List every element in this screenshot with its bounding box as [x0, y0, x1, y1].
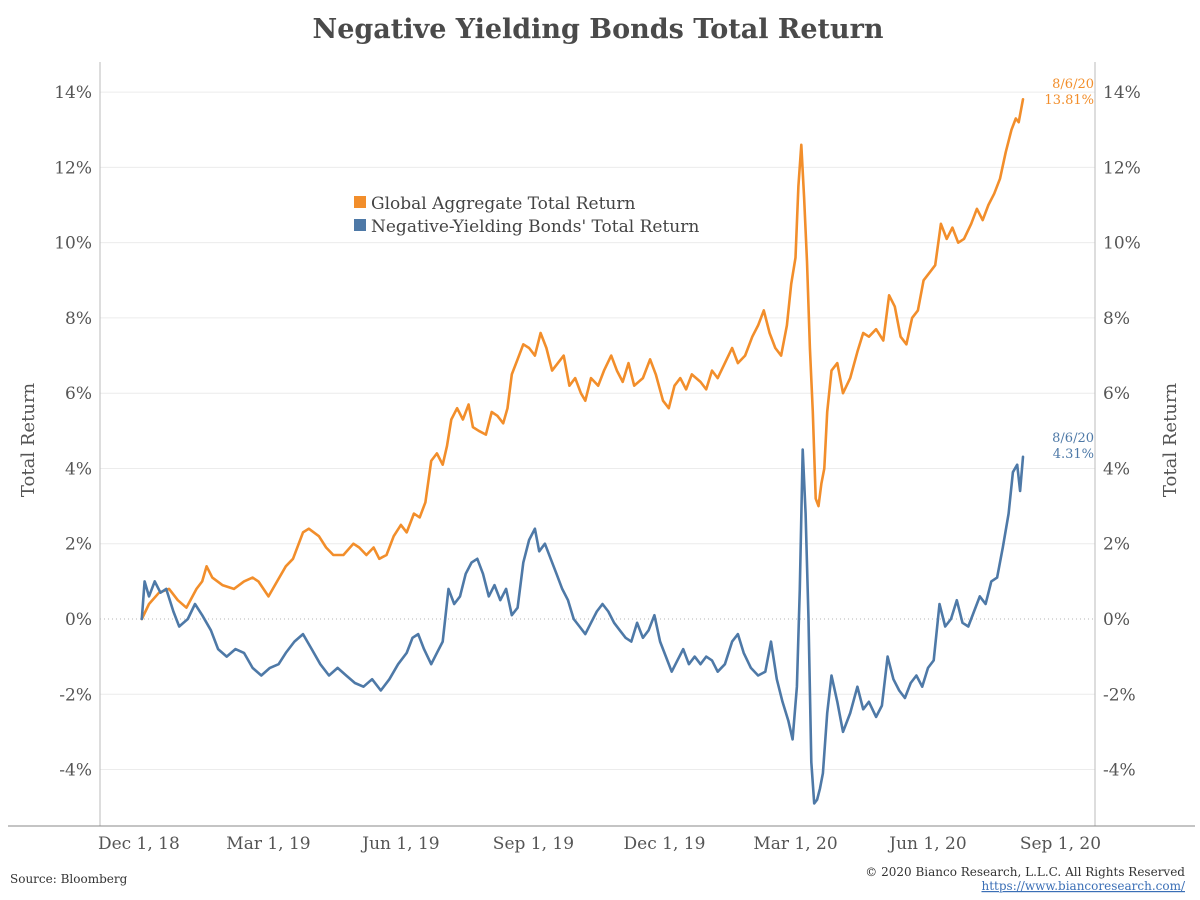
y-tick-label-left: 2% — [65, 535, 92, 555]
y-tick-label-right: 14% — [1103, 83, 1141, 103]
x-tick-label: Sep 1, 20 — [1020, 834, 1101, 854]
legend-swatch-global-aggregate — [354, 196, 366, 208]
x-tick-label: Mar 1, 20 — [753, 834, 837, 854]
y-tick-label-left: 14% — [54, 83, 92, 103]
legend-label-negative-yielding: Negative-Yielding Bonds' Total Return — [371, 217, 699, 237]
y-tick-label-left: 12% — [54, 158, 92, 178]
left-y-tick-labels: 14% 12% 10% 8% 6% 4% 2% 0% -2% -4% — [54, 83, 92, 780]
y-tick-label-right: 4% — [1103, 459, 1130, 479]
x-tick-label: Sep 1, 19 — [493, 834, 574, 854]
y-tick-label-left: 8% — [65, 309, 92, 329]
x-tick-label: Jun 1, 20 — [887, 834, 966, 854]
y-tick-label-left: 0% — [65, 610, 92, 630]
end-annotation-global: 8/6/20 13.81% — [1044, 77, 1094, 108]
annotation-negative-date: 8/6/20 — [1052, 431, 1094, 446]
y-tick-label-right: 2% — [1103, 535, 1130, 555]
annotation-global-date: 8/6/20 — [1052, 77, 1094, 92]
copyright-note: © 2020 Bianco Research, L.L.C. All Right… — [865, 865, 1185, 879]
gridlines — [100, 91, 1095, 771]
annotation-global-value: 13.81% — [1044, 93, 1094, 108]
x-tick-label: Dec 1, 18 — [98, 834, 180, 854]
x-tick-label: Jun 1, 19 — [360, 834, 439, 854]
left-y-axis-title: Total Return — [18, 383, 39, 498]
x-tick-label: Dec 1, 19 — [624, 834, 706, 854]
right-y-tick-labels: 14% 12% 10% 8% 6% 4% 2% 0% -2% -4% — [1103, 83, 1141, 780]
series-line-negative-yielding — [140, 448, 1025, 805]
legend-swatch-negative-yielding — [354, 219, 366, 231]
x-tick-labels: Dec 1, 18 Mar 1, 19 Jun 1, 19 Sep 1, 19 Dec … — [98, 834, 1101, 854]
y-tick-label-right: -2% — [1103, 685, 1136, 705]
y-tick-label-left: 6% — [65, 384, 92, 404]
y-tick-label-right: 6% — [1103, 384, 1130, 404]
y-tick-label-right: 8% — [1103, 309, 1130, 329]
y-tick-label-right: 0% — [1103, 610, 1130, 630]
y-tick-label-left: -4% — [59, 761, 92, 781]
y-tick-label-left: 4% — [65, 459, 92, 479]
y-tick-label-left: -2% — [59, 685, 92, 705]
source-note: Source: Bloomberg — [10, 872, 128, 886]
series-line-global-aggregate — [140, 98, 1025, 621]
chart-title: Negative Yielding Bonds Total Return — [313, 14, 884, 45]
website-link[interactable]: https://www.biancoresearch.com/ — [981, 879, 1185, 893]
end-annotation-negative: 8/6/20 4.31% — [1052, 431, 1094, 462]
legend-label-global-aggregate: Global Aggregate Total Return — [371, 194, 635, 214]
annotation-negative-value: 4.31% — [1053, 447, 1094, 462]
series-lines — [140, 98, 1025, 805]
y-tick-label-right: 12% — [1103, 158, 1141, 178]
right-y-axis-title: Total Return — [1160, 383, 1181, 498]
y-tick-label-right: -4% — [1103, 761, 1136, 781]
x-tick-label: Mar 1, 19 — [226, 834, 310, 854]
y-tick-label-right: 10% — [1103, 234, 1141, 254]
legend: Global Aggregate Total Return Negative-Y… — [354, 194, 699, 237]
y-tick-label-left: 10% — [54, 234, 92, 254]
